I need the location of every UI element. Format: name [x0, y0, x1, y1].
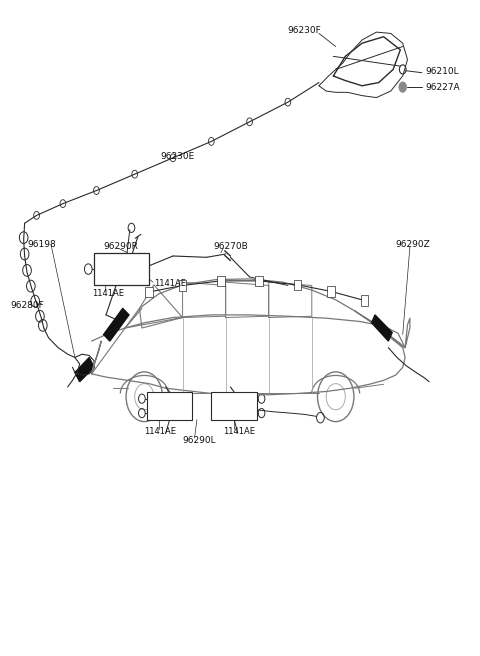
FancyBboxPatch shape — [145, 287, 153, 297]
FancyBboxPatch shape — [327, 286, 335, 297]
Polygon shape — [75, 358, 94, 382]
Text: 96270B: 96270B — [214, 241, 249, 251]
Text: 96290R: 96290R — [104, 241, 138, 251]
FancyBboxPatch shape — [94, 253, 149, 285]
FancyBboxPatch shape — [360, 295, 368, 306]
Text: 1141AE: 1141AE — [92, 289, 124, 298]
Text: 96290L: 96290L — [182, 436, 216, 445]
Text: 96227A: 96227A — [426, 83, 460, 92]
Text: 96290Z: 96290Z — [396, 239, 430, 249]
Text: 1141AE: 1141AE — [223, 427, 255, 436]
Text: 1141AE: 1141AE — [144, 427, 176, 436]
Polygon shape — [104, 308, 129, 341]
Circle shape — [399, 82, 407, 92]
Text: 96230F: 96230F — [288, 26, 322, 35]
Text: 96230E: 96230E — [161, 152, 195, 161]
FancyBboxPatch shape — [179, 280, 186, 291]
FancyBboxPatch shape — [294, 279, 301, 290]
Text: 1141AE: 1141AE — [154, 279, 186, 288]
FancyBboxPatch shape — [255, 276, 263, 286]
Polygon shape — [372, 315, 392, 341]
FancyBboxPatch shape — [211, 392, 257, 420]
Text: 96280F: 96280F — [10, 300, 44, 310]
FancyBboxPatch shape — [217, 276, 225, 286]
Text: 96210L: 96210L — [426, 67, 459, 76]
FancyBboxPatch shape — [147, 392, 192, 420]
Text: 96198: 96198 — [27, 239, 56, 249]
